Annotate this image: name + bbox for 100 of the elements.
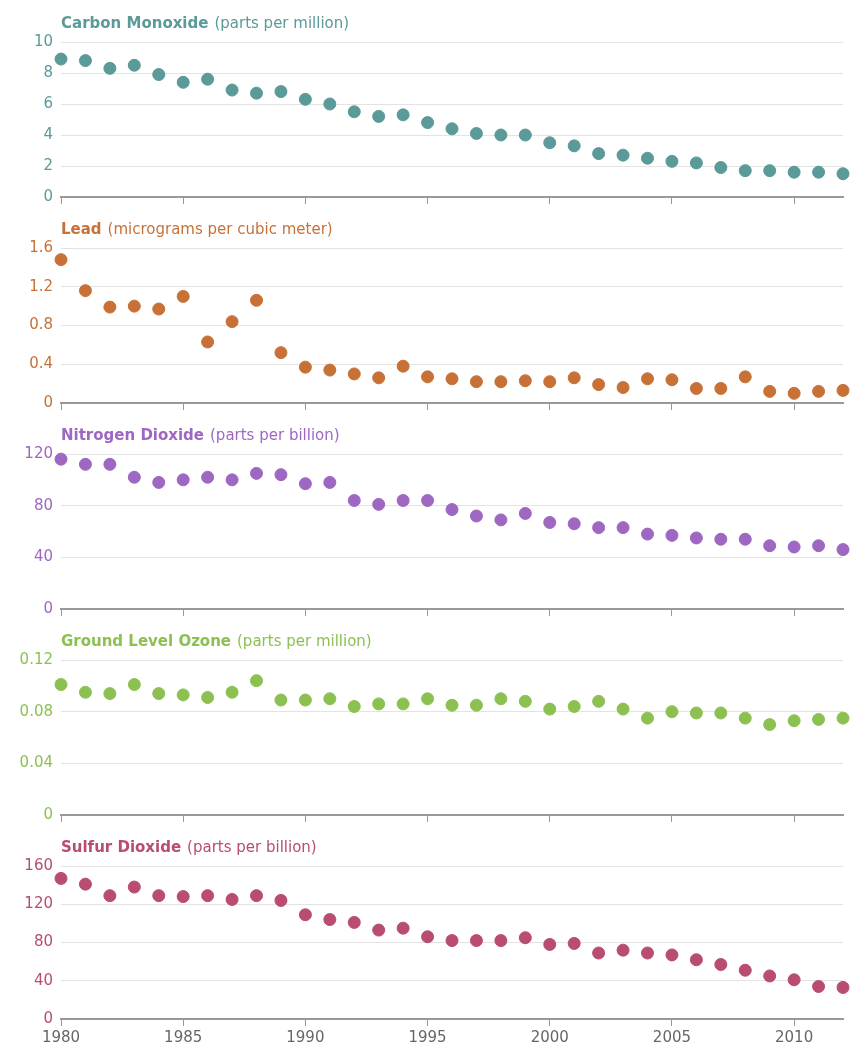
point <box>812 712 826 726</box>
point <box>543 702 557 716</box>
point <box>78 457 92 471</box>
point <box>372 923 386 937</box>
point <box>616 381 630 394</box>
point <box>421 116 435 130</box>
point <box>176 688 190 702</box>
x-tick-label: 1990 <box>286 1027 325 1046</box>
y-tick-label: 0 <box>43 804 53 823</box>
point <box>836 167 850 181</box>
point <box>225 83 239 97</box>
chart-title: Lead <box>61 220 102 238</box>
point <box>738 711 752 725</box>
point <box>567 139 581 153</box>
point <box>201 72 215 86</box>
point <box>323 97 337 111</box>
point <box>103 61 117 75</box>
point <box>152 68 166 82</box>
point <box>396 921 410 935</box>
chart-subtitle: (parts per billion) <box>187 838 317 856</box>
y-tick-label: 0.04 <box>19 753 53 772</box>
point <box>665 528 679 542</box>
point <box>787 973 801 987</box>
y-tick-label: 0 <box>43 186 53 205</box>
point <box>641 372 654 386</box>
y-tick-label: 0 <box>43 598 53 617</box>
point <box>592 946 606 960</box>
point <box>787 386 801 400</box>
point <box>274 693 288 707</box>
point <box>323 363 337 377</box>
point <box>225 685 239 699</box>
point <box>689 381 703 395</box>
point <box>543 136 557 150</box>
y-tick-label: 2 <box>43 155 53 174</box>
point <box>152 475 166 489</box>
x-tick-label: 2005 <box>652 1027 692 1046</box>
y-tick-label: 40 <box>33 547 53 566</box>
point <box>763 164 777 178</box>
point <box>738 164 752 178</box>
point <box>518 374 532 388</box>
point <box>347 915 361 929</box>
point <box>592 147 606 161</box>
point <box>641 946 654 960</box>
point <box>445 372 459 386</box>
point <box>665 373 679 387</box>
point <box>298 92 312 106</box>
y-tick-label: 80 <box>33 932 53 951</box>
point <box>421 930 435 944</box>
point <box>714 957 728 971</box>
point <box>641 711 654 725</box>
point <box>494 692 508 706</box>
point <box>176 473 190 487</box>
point <box>518 128 532 142</box>
point <box>250 86 263 100</box>
point <box>445 122 459 136</box>
point <box>274 893 288 907</box>
y-tick-label: 8 <box>43 62 53 81</box>
point <box>323 692 337 706</box>
point <box>689 531 703 545</box>
point <box>616 148 630 162</box>
point <box>250 466 263 480</box>
point <box>54 871 68 885</box>
point <box>567 700 581 713</box>
point <box>225 473 239 487</box>
point <box>274 85 288 99</box>
x-tick-label: 1995 <box>408 1027 447 1046</box>
point <box>127 299 141 313</box>
point <box>445 934 459 948</box>
point <box>616 702 630 716</box>
point <box>812 384 826 398</box>
point <box>518 694 532 708</box>
y-tick-label: 4 <box>43 124 53 143</box>
chart-title: Ground Level Ozone <box>61 632 232 650</box>
point <box>250 293 263 307</box>
point <box>103 687 117 701</box>
y-tick-label: 1.2 <box>29 276 53 295</box>
point <box>152 687 166 701</box>
point <box>78 284 92 298</box>
point <box>78 685 92 699</box>
point <box>127 880 141 894</box>
point <box>787 714 801 728</box>
point <box>298 477 312 491</box>
point <box>812 165 826 179</box>
chart-subtitle: (parts per million) <box>214 14 350 32</box>
point <box>494 375 508 389</box>
point <box>469 126 483 140</box>
point <box>201 470 215 484</box>
point <box>494 934 508 948</box>
point <box>176 75 190 89</box>
point <box>469 375 483 389</box>
point <box>298 360 312 374</box>
point <box>592 378 606 392</box>
point <box>641 151 654 165</box>
point <box>201 690 215 704</box>
point <box>445 698 459 712</box>
chart-title: Carbon Monoxide <box>61 14 209 32</box>
point <box>714 161 728 175</box>
point <box>54 253 68 267</box>
point <box>665 948 679 962</box>
y-tick-label: 1.6 <box>29 237 53 256</box>
